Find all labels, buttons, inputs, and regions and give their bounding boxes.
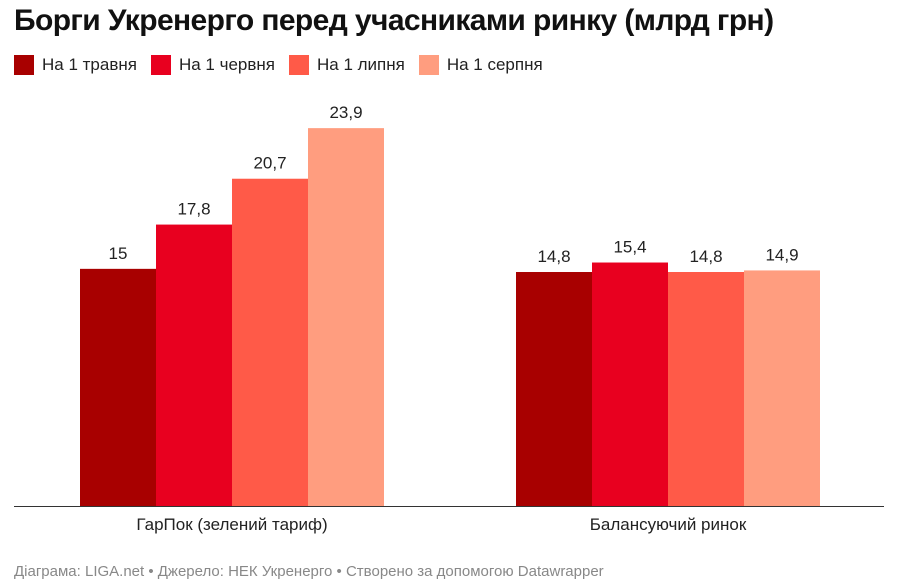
category-label: ГарПок (зелений тариф) — [136, 515, 327, 534]
bar — [668, 272, 744, 506]
legend-swatch — [288, 55, 309, 75]
bar-value-label: 17,8 — [177, 200, 210, 219]
category-label: Балансуючий ринок — [590, 515, 747, 534]
bar — [80, 268, 156, 506]
legend-label: На 1 серпня — [446, 55, 543, 74]
bar — [308, 128, 384, 506]
legend-item: На 1 липня — [288, 55, 405, 75]
bar-value-label: 15 — [109, 244, 128, 263]
legend-item: На 1 травня — [14, 55, 137, 75]
bar — [232, 178, 308, 506]
bar-value-label: 20,7 — [253, 154, 286, 173]
bar-value-label: 14,8 — [537, 247, 570, 266]
bar-value-label: 23,9 — [329, 103, 362, 122]
legend-label: На 1 червня — [178, 55, 275, 74]
bar-value-label: 14,9 — [765, 245, 798, 264]
legend-swatch — [14, 55, 34, 75]
bar-value-label: 14,8 — [689, 247, 722, 266]
bar — [516, 272, 592, 506]
legend-swatch — [418, 55, 439, 75]
legend: На 1 травня На 1 червня На 1 липня На 1 … — [14, 55, 557, 75]
bar — [744, 270, 820, 506]
chart-footer: Діаграма: LIGA.net • Джерело: НЕК Укрене… — [14, 563, 604, 580]
bar-value-label: 15,4 — [613, 238, 646, 257]
legend-item: На 1 червня — [150, 55, 275, 75]
bar — [156, 224, 232, 506]
legend-swatch — [150, 55, 171, 75]
legend-label: На 1 липня — [316, 55, 405, 74]
legend-item: На 1 серпня — [418, 55, 543, 75]
legend-label: На 1 травня — [42, 55, 137, 74]
bar — [592, 262, 668, 506]
chart-title: Борги Укренерго перед учасниками ринку (… — [14, 4, 774, 37]
